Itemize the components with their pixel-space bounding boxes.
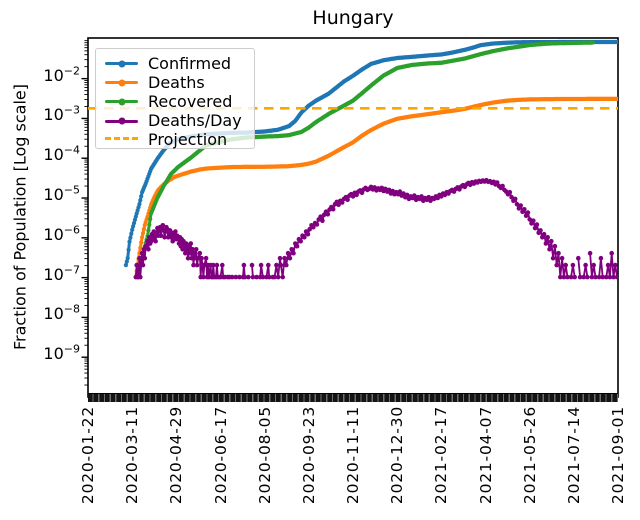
x-tick-label: 2021-07-14 xyxy=(564,406,583,505)
series-marker xyxy=(127,239,132,244)
series-line xyxy=(265,264,271,279)
series-marker xyxy=(132,217,137,222)
series-marker xyxy=(124,259,129,264)
series-marker xyxy=(254,274,259,280)
legend-swatch xyxy=(105,76,138,90)
x-tick-label: 2021-04-07 xyxy=(476,406,495,505)
dashed-line-icon xyxy=(105,137,138,141)
series-marker xyxy=(130,227,135,232)
y-tick-label: 10−2 xyxy=(43,64,80,85)
x-axis-dense-tick-band xyxy=(88,393,618,402)
legend-swatch xyxy=(105,133,138,147)
x-tick-label: 2020-03-11 xyxy=(123,406,142,505)
series-marker xyxy=(237,274,242,280)
series-marker xyxy=(148,217,153,222)
marker-dot-icon xyxy=(118,60,125,68)
series-marker xyxy=(140,235,145,240)
y-tick-label: 10−6 xyxy=(43,223,80,244)
x-tick-label: 2020-12-30 xyxy=(388,406,407,505)
legend-swatch xyxy=(105,57,138,71)
series-marker xyxy=(615,39,618,45)
series-marker xyxy=(138,245,143,250)
series-marker xyxy=(141,227,146,232)
series-line xyxy=(598,257,604,279)
series-marker xyxy=(233,274,239,280)
legend-label: Deaths/Day xyxy=(148,111,242,131)
legend-item-recovered: Recovered xyxy=(105,92,254,111)
series-line xyxy=(577,257,581,279)
series-line xyxy=(605,252,618,279)
series-marker xyxy=(138,198,143,203)
y-tick-label: 10−8 xyxy=(43,303,80,324)
series-line xyxy=(251,264,254,279)
series-line xyxy=(582,264,589,279)
series-marker xyxy=(139,240,144,245)
legend-item-deaths-day: Deaths/Day xyxy=(105,112,254,131)
series-marker xyxy=(139,194,144,199)
series-marker xyxy=(126,247,131,252)
x-tick-label: 2021-02-17 xyxy=(432,406,451,505)
series-marker xyxy=(590,40,595,45)
y-tick-label: 10−4 xyxy=(43,143,80,165)
series-marker xyxy=(131,221,137,226)
series-line xyxy=(242,264,246,279)
series-marker xyxy=(140,231,146,236)
y-tick-label: 10−5 xyxy=(43,183,80,205)
series-marker xyxy=(131,224,136,229)
y-tick-label: 10−9 xyxy=(43,342,80,364)
series-marker xyxy=(146,228,151,233)
x-tick-label: 2020-01-22 xyxy=(79,406,97,505)
legend-label: Recovered xyxy=(148,91,233,111)
marker-dot-icon xyxy=(118,98,125,106)
series-marker xyxy=(125,256,130,261)
series-marker xyxy=(129,231,134,236)
legend-label: Confirmed xyxy=(148,53,232,73)
legend-item-projection: Projection xyxy=(105,131,254,150)
x-tick-label: 2020-04-29 xyxy=(167,406,186,505)
y-tick-label: 10−3 xyxy=(43,104,80,125)
x-tick-label: 2021-05-26 xyxy=(520,406,539,505)
legend-item-confirmed: Confirmed xyxy=(105,54,254,73)
x-tick-label: 2021-09-01 xyxy=(609,406,627,505)
marker-dot-icon xyxy=(118,79,125,87)
series-line xyxy=(570,264,576,279)
series-line xyxy=(271,179,569,279)
series-marker xyxy=(133,214,138,219)
legend-label: Deaths xyxy=(148,72,205,92)
chart-title: Hungary xyxy=(312,7,394,29)
series-marker xyxy=(128,235,133,240)
series-marker xyxy=(137,202,142,207)
x-tick-label: 2020-08-05 xyxy=(255,406,274,505)
series-marker xyxy=(246,274,251,280)
legend: Confirmed Deaths Recovered Deaths/Day Projec… xyxy=(95,48,255,149)
x-tick-label: 2020-11-11 xyxy=(344,406,362,505)
series-marker xyxy=(123,263,128,268)
marker-dot-icon xyxy=(118,117,125,125)
series-line xyxy=(589,252,597,279)
x-tick-label: 2020-06-17 xyxy=(211,406,230,505)
series-marker xyxy=(147,222,152,227)
series-line xyxy=(134,224,234,279)
x-tick-label: 2020-09-23 xyxy=(299,406,318,505)
series-line xyxy=(259,264,264,279)
legend-swatch xyxy=(105,95,138,109)
legend-label: Projection xyxy=(148,130,228,150)
legend-swatch xyxy=(105,114,138,128)
series-marker xyxy=(615,96,618,101)
y-tick-label: 10−7 xyxy=(43,263,80,284)
legend-item-deaths: Deaths xyxy=(105,73,254,92)
